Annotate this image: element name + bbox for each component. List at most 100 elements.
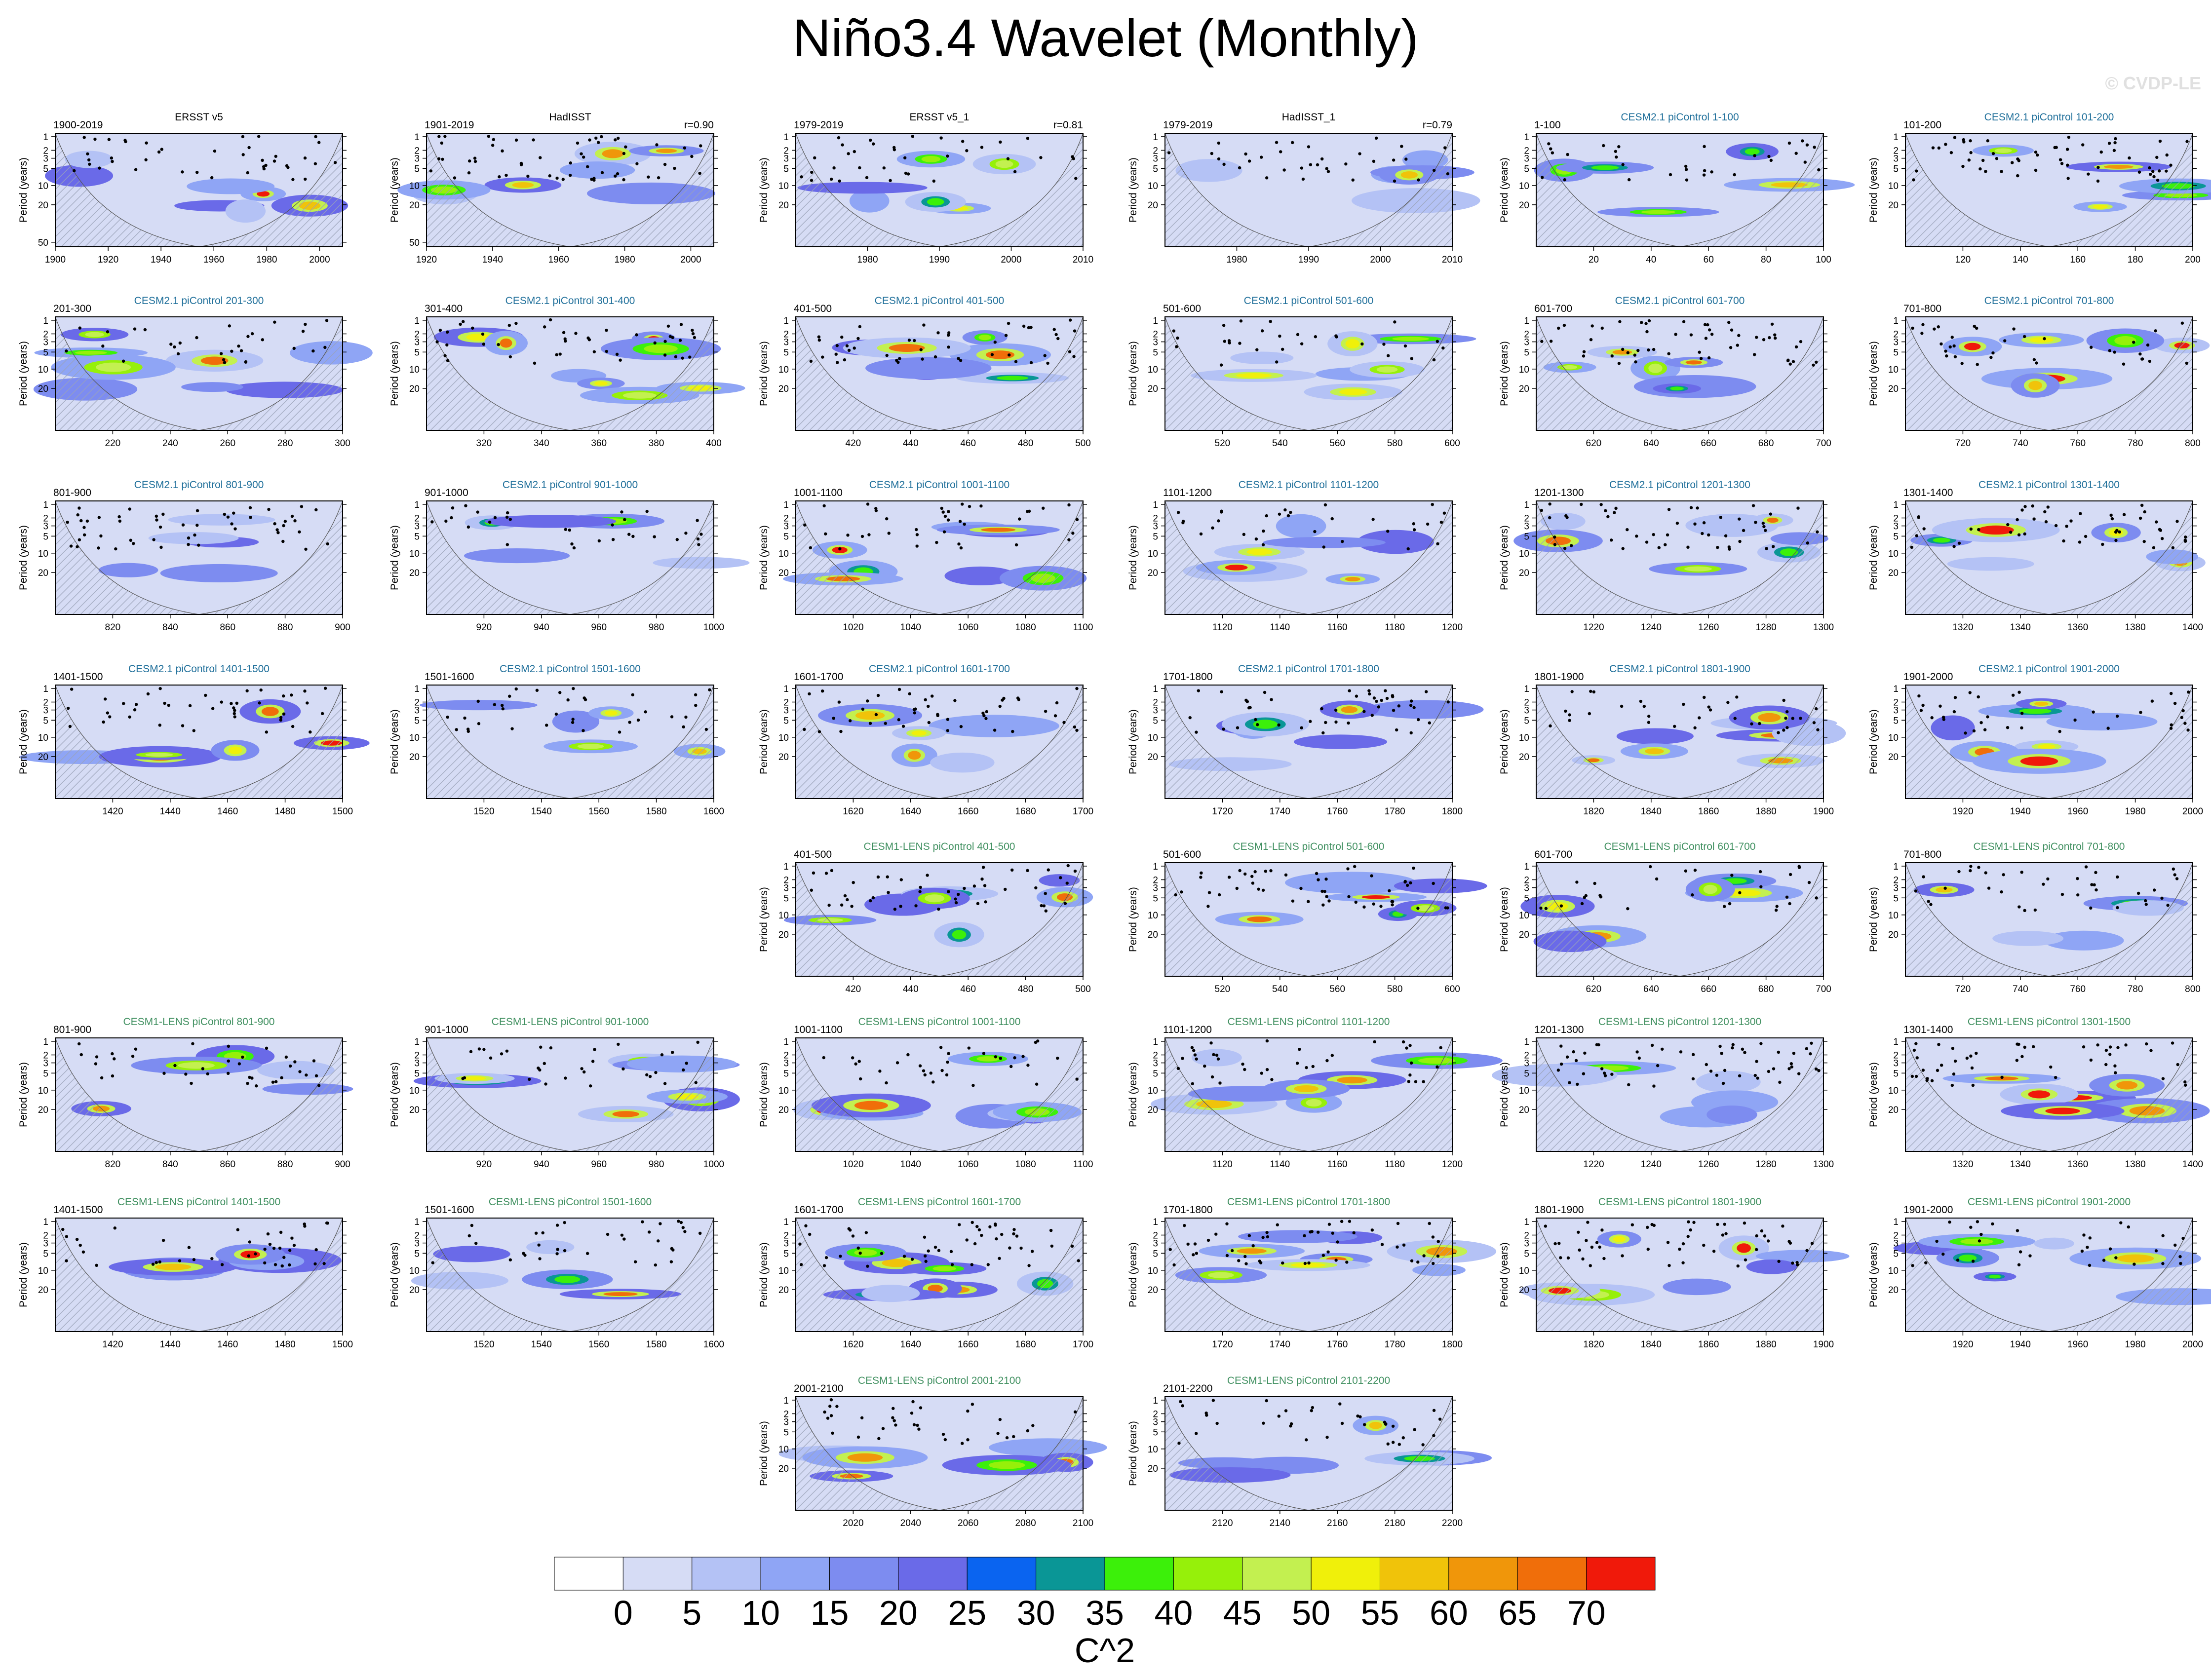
significance-dot	[246, 171, 249, 175]
x-tick-label: 1800	[1442, 1339, 1463, 1350]
significance-dot	[1539, 906, 1543, 910]
significance-dot	[178, 1259, 182, 1262]
panel-left-label: 801-900	[53, 487, 91, 498]
significance-dot	[284, 1055, 288, 1059]
significance-dot	[1563, 546, 1567, 550]
significance-dot	[913, 711, 917, 715]
significance-dot	[2023, 505, 2027, 508]
significance-dot	[276, 531, 280, 535]
significance-dot	[616, 172, 620, 176]
x-tick-label: 1620	[843, 1339, 863, 1350]
significance-dot	[1436, 1240, 1440, 1243]
x-tick-label: 600	[1444, 438, 1460, 449]
y-tick-label: 10	[409, 365, 420, 375]
y-tick-label: 5	[783, 347, 789, 358]
significance-dot	[2032, 517, 2036, 521]
significance-dot	[1772, 1067, 1776, 1070]
significance-dot	[2020, 726, 2023, 730]
significance-dot	[1598, 894, 1602, 897]
significance-dot	[657, 176, 660, 180]
colorbar-swatch	[967, 1557, 1037, 1591]
power-contour	[1780, 548, 1798, 556]
cone-of-influence	[1165, 1218, 1452, 1332]
significance-dot	[868, 899, 872, 903]
y-tick-label: 1	[783, 1217, 789, 1227]
significance-dot	[1265, 1039, 1269, 1043]
significance-dot	[2149, 1049, 2153, 1052]
significance-dot	[1773, 336, 1777, 340]
significance-dot	[232, 706, 235, 710]
significance-dot	[1403, 344, 1407, 348]
y-tick-label: 10	[1519, 365, 1529, 375]
significance-dot	[469, 1050, 473, 1054]
significance-dot	[1188, 716, 1192, 720]
significance-dot	[2115, 714, 2119, 718]
y-tick-label: 3	[414, 1059, 420, 1069]
significance-dot	[691, 329, 694, 332]
significance-dot	[941, 510, 945, 514]
significance-dot	[2173, 1243, 2177, 1247]
panel-frame	[795, 1218, 1084, 1332]
y-tick-label: 10	[409, 181, 420, 191]
significance-dot	[303, 1224, 307, 1228]
significance-dot	[828, 1405, 832, 1408]
significance-dot	[1788, 873, 1792, 877]
significance-dot	[128, 715, 131, 719]
significance-dot	[2009, 531, 2013, 534]
significance-dot	[1731, 1046, 1734, 1050]
significance-dot	[249, 516, 252, 519]
y-tick-label: 20	[1148, 752, 1158, 763]
significance-dot	[564, 339, 567, 343]
significance-dot	[848, 719, 852, 723]
colorbar-tick-label: 25	[948, 1594, 986, 1632]
significance-dot	[916, 1423, 919, 1427]
significance-dot	[474, 1241, 478, 1245]
significance-dot	[1792, 1051, 1796, 1055]
significance-dot	[76, 513, 79, 517]
x-tick-label: 1820	[1583, 1339, 1604, 1350]
y-axis-label: Period (years)	[1127, 1242, 1139, 1307]
significance-dot	[195, 509, 199, 512]
power-contour	[2028, 1090, 2051, 1099]
significance-dot	[161, 512, 165, 516]
power-contour	[2029, 337, 2054, 343]
significance-dot	[1588, 712, 1591, 716]
significance-dot	[282, 712, 286, 716]
significance-dot	[941, 1432, 945, 1436]
significance-dot	[482, 343, 486, 346]
significance-dot	[1019, 1246, 1023, 1250]
significance-dot	[1675, 521, 1679, 525]
x-tick-label: 1420	[102, 806, 123, 817]
significance-dot	[263, 1247, 267, 1251]
x-tick-label: 1200	[1442, 1159, 1463, 1170]
significance-dot	[1230, 1249, 1234, 1253]
significance-dot	[146, 692, 150, 696]
significance-dot	[159, 545, 163, 549]
significance-dot	[963, 886, 966, 890]
y-tick-label: 3	[783, 1239, 789, 1249]
significance-dot	[2114, 1256, 2118, 1260]
significance-dot	[822, 1056, 825, 1060]
y-tick-label: 20	[1148, 930, 1158, 940]
significance-dot	[2020, 1055, 2024, 1058]
significance-dot	[1405, 1046, 1408, 1050]
y-axis-label: Period (years)	[1868, 1242, 1879, 1307]
power-contour	[978, 335, 991, 341]
significance-dot	[1431, 502, 1434, 506]
colorbar-tick-label: 65	[1498, 1594, 1537, 1632]
significance-dot	[1314, 335, 1318, 339]
significance-dot	[1581, 1257, 1585, 1261]
significance-dot	[2127, 1225, 2131, 1229]
significance-dot	[2183, 1080, 2187, 1084]
significance-dot	[222, 358, 226, 362]
significance-dot	[1667, 352, 1670, 355]
cone-of-influence	[796, 501, 1083, 614]
significance-dot	[1781, 1224, 1784, 1228]
y-tick-label: 3	[414, 154, 420, 164]
panel-left-label: 1979-2019	[1163, 119, 1212, 131]
significance-dot	[1195, 1252, 1199, 1255]
power-contour	[2103, 165, 2133, 169]
y-tick-label: 3	[1524, 883, 1529, 894]
significance-dot	[1647, 721, 1651, 724]
significance-dot	[980, 877, 984, 881]
